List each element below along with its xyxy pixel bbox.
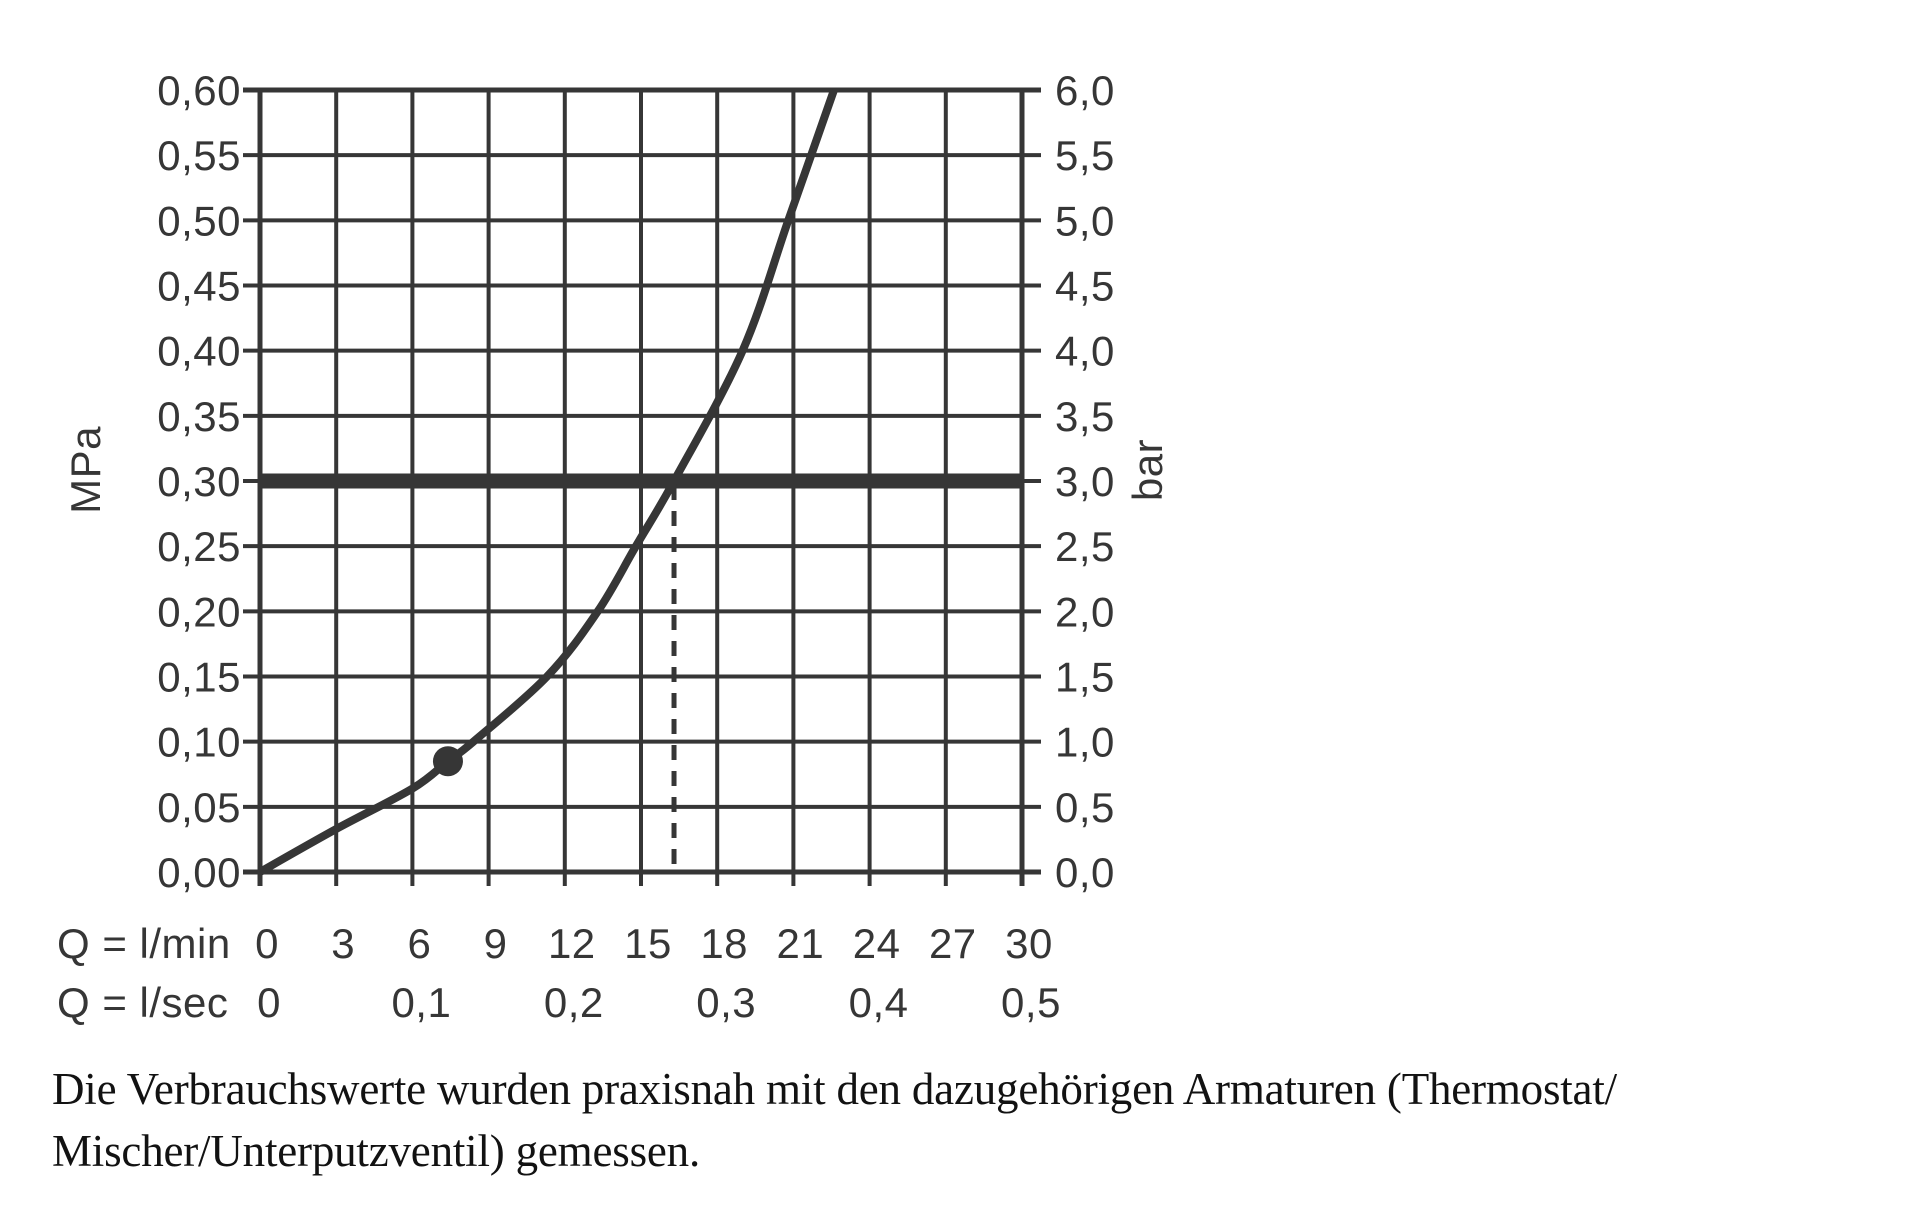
right-tick-label: 5,5 (1055, 132, 1115, 179)
right-tick-label: 0,0 (1055, 849, 1115, 896)
right-tick-label: 5,0 (1055, 197, 1115, 244)
y-axis-unit-mpa-label: MPa (62, 426, 109, 514)
left-tick-label: 0,35 (157, 393, 241, 440)
left-tick-label: 0,40 (157, 328, 241, 375)
left-tick-label: 0,20 (157, 588, 241, 635)
flow-marker-dot (432, 746, 463, 777)
lmin-tick-label: 6 (407, 920, 431, 967)
lmin-tick-label: 24 (853, 920, 901, 967)
right-tick-label: 6,0 (1055, 67, 1115, 114)
lsec-tick-label: 0,5 (1001, 979, 1061, 1026)
lmin-tick-label: 21 (777, 920, 825, 967)
axis-tick-labels: 0,600,550,500,450,400,350,300,250,200,15… (157, 67, 1115, 1026)
left-tick-label: 0,55 (157, 132, 241, 179)
lmin-tick-label: 9 (484, 920, 508, 967)
right-tick-label: 4,0 (1055, 328, 1115, 375)
lmin-tick-label: 30 (1005, 920, 1053, 967)
lsec-tick-label: 0,3 (696, 979, 756, 1026)
lsec-tick-label: 0,2 (544, 979, 604, 1026)
left-tick-label: 0,00 (157, 849, 241, 896)
left-tick-label: 0,60 (157, 67, 241, 114)
right-tick-label: 3,5 (1055, 393, 1115, 440)
lmin-tick-label: 18 (700, 920, 748, 967)
left-tick-label: 0,50 (157, 197, 241, 244)
left-tick-label: 0,05 (157, 784, 241, 831)
caption-line1: Die Verbrauchswerte wurden praxisnah mit… (52, 1064, 1617, 1114)
right-tick-label: 4,5 (1055, 263, 1115, 310)
lmin-tick-label: 15 (624, 920, 672, 967)
caption-line2: Mischer/Unterputzventil) gemessen. (52, 1126, 701, 1176)
lmin-tick-label: 27 (929, 920, 977, 967)
caption-text: Die Verbrauchswerte wurden praxisnah mit… (52, 1058, 1617, 1182)
left-tick-label: 0,30 (157, 458, 241, 505)
flow-curve (258, 88, 838, 876)
left-tick-label: 0,25 (157, 523, 241, 570)
right-tick-label: 3,0 (1055, 458, 1115, 505)
y-axis-unit-bar-label: bar (1124, 439, 1171, 501)
lmin-tick-label: 0 (255, 920, 279, 967)
x-axis-unit-lsec-label: Q = l/sec (57, 979, 228, 1026)
lmin-tick-label: 12 (548, 920, 596, 967)
left-tick-label: 0,10 (157, 719, 241, 766)
right-tick-label: 1,5 (1055, 654, 1115, 701)
lsec-tick-label: 0,4 (849, 979, 909, 1026)
right-tick-label: 0,5 (1055, 784, 1115, 831)
lsec-tick-label: 0 (257, 979, 281, 1026)
lsec-tick-label: 0,1 (391, 979, 451, 1026)
lmin-tick-label: 3 (331, 920, 355, 967)
right-tick-label: 1,0 (1055, 719, 1115, 766)
x-axis-unit-lmin-label: Q = l/min (57, 920, 231, 967)
right-tick-label: 2,5 (1055, 523, 1115, 570)
left-tick-label: 0,45 (157, 263, 241, 310)
left-tick-label: 0,15 (157, 654, 241, 701)
right-tick-label: 2,0 (1055, 588, 1115, 635)
